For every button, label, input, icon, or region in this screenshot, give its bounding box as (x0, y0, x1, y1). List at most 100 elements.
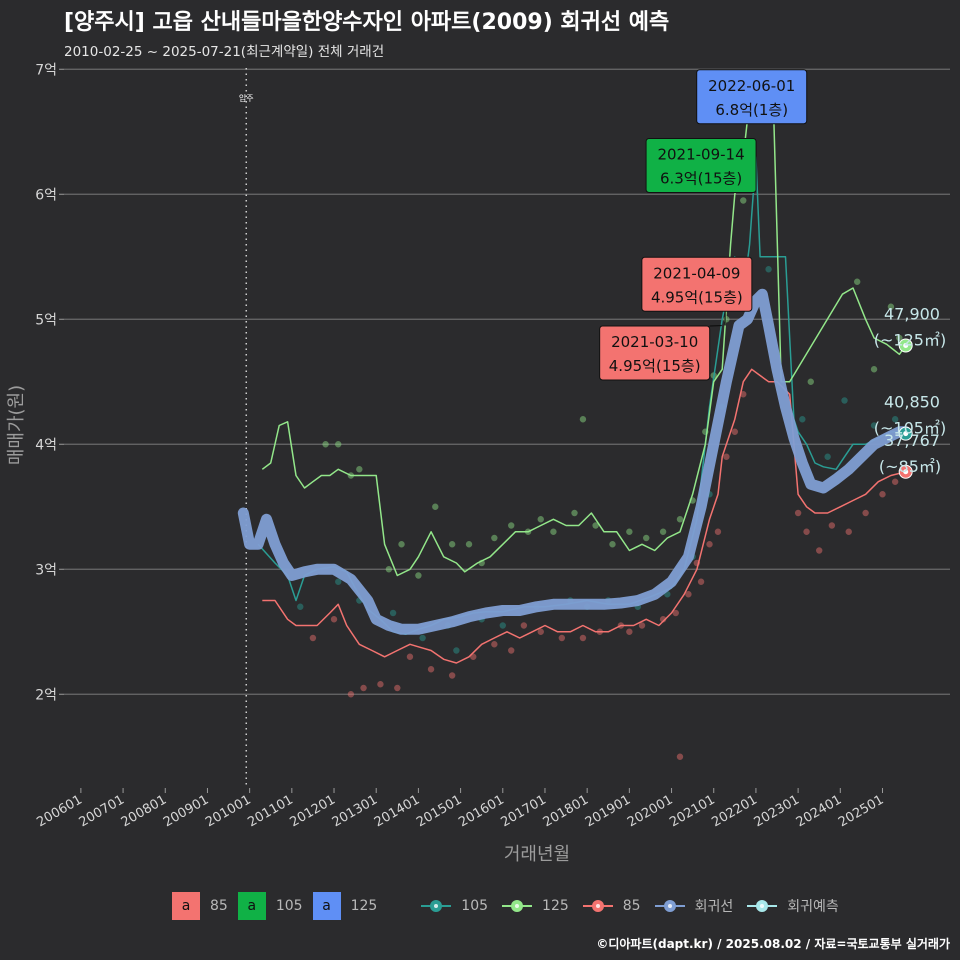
move-in-marker: 입주 (239, 68, 254, 788)
scatter-point-105 (841, 397, 848, 404)
annotation-date: 2021-04-09 (653, 264, 740, 282)
y-tick-label: 4억 (35, 437, 57, 453)
scatter-point-125 (356, 466, 363, 473)
scatter-point-105 (765, 266, 772, 273)
scatter-point-125 (465, 541, 473, 548)
legend-line-item: 85 (582, 898, 641, 914)
legend-line-label: 125 (542, 898, 569, 914)
legend-line-symbol (654, 898, 685, 914)
chart-subtitle: 2010-02-25 ~ 2025-07-21(최근계약일) 전체 거래건 (64, 44, 385, 60)
legend-line-label: 회귀선 (694, 899, 734, 915)
scatter-point-125 (448, 541, 456, 548)
move-in-label: 입주 (239, 94, 254, 103)
end-area-label: (~105㎡) (874, 419, 946, 438)
scatter-point-85 (520, 622, 528, 629)
gridlines (64, 68, 950, 695)
scatter-point-85 (862, 509, 869, 517)
scatter-point-105 (824, 453, 831, 460)
legend-box-item: a 85 (172, 892, 228, 920)
scatter-point-125 (853, 278, 861, 285)
legend-box-swatch: a (312, 892, 341, 920)
scatter-point-85 (731, 428, 739, 435)
x-tick-label: 202001 (625, 792, 675, 830)
scatter-point-125 (740, 197, 747, 204)
legend-line-symbol (747, 898, 778, 914)
end-value-label: 37,767 (884, 431, 940, 450)
annotation-box (645, 138, 757, 193)
x-axis-title: 거래년월 (504, 844, 570, 865)
x-tick-label: 202301 (752, 792, 802, 830)
legend-box-label: 125 (350, 898, 378, 914)
annotation-date: 2021-09-14 (657, 146, 744, 164)
scatter-point-85 (491, 641, 498, 648)
legend-line-label: 회귀예측 (787, 899, 839, 915)
annotation-value: 6.3억(15층) (660, 170, 742, 188)
end-area-label: (~85㎡) (879, 457, 941, 476)
scatter-point-85 (803, 528, 810, 535)
scatter-point-125 (432, 503, 439, 510)
scatter-point-85 (697, 578, 705, 585)
scatter-point-105 (499, 622, 506, 629)
scatter-point-125 (508, 522, 515, 529)
scatter-point-125 (415, 572, 422, 579)
series-line-105 (257, 156, 904, 636)
scatter-point-85 (816, 547, 823, 554)
scatter-point-125 (887, 303, 895, 310)
end-marker-center (903, 431, 909, 437)
y-tick-label: 3억 (35, 562, 57, 578)
scatter-point-85 (638, 622, 646, 629)
scatter-point-125 (537, 516, 544, 523)
scatter-point-85 (740, 391, 747, 398)
scatter-point-125 (807, 378, 814, 385)
annotations: 2022-06-01 6.8억(1층) 2021-09-14 6.3억(15층) 202… (599, 69, 808, 381)
x-tick-label: 201601 (456, 792, 506, 830)
x-tick-label: 201201 (288, 792, 338, 830)
scatter-point-125 (609, 541, 616, 548)
scatter-point-125 (592, 522, 599, 529)
scatter-point-125 (398, 541, 405, 548)
legend-line-label: 105 (461, 898, 489, 914)
chart-title: [양주시] 고읍 산내들마을한양수자인 아파트(2009) 회귀선 예측 (64, 10, 670, 35)
scatter-points (297, 91, 903, 760)
scatter-point-85 (406, 653, 414, 660)
scatter-point-125 (491, 534, 498, 542)
scatter-point-85 (891, 478, 899, 485)
scatter-point-85 (794, 509, 802, 517)
x-tick-label: 200701 (77, 792, 127, 830)
y-axis-title: 매매가(원) (6, 385, 27, 465)
scatter-point-125 (870, 366, 878, 373)
legend-line-symbol (582, 898, 613, 914)
scatter-point-85 (723, 453, 730, 460)
scatter-point-125 (659, 528, 667, 535)
scatter-point-85 (676, 753, 684, 760)
scatter-point-85 (377, 681, 384, 688)
scatter-point-125 (579, 416, 587, 423)
x-tick-label: 202101 (667, 792, 717, 830)
x-tick-label: 200801 (119, 792, 169, 830)
scatter-point-105 (389, 609, 397, 617)
series-line-85 (262, 368, 906, 664)
scatter-point-105 (870, 422, 878, 429)
scatter-point-85 (706, 541, 713, 548)
scatter-point-105 (297, 603, 304, 610)
legend-box-swatch: a (237, 892, 266, 920)
end-marker-center (903, 469, 909, 475)
end-value-label: 47,900 (884, 305, 940, 324)
x-tick-label: 201001 (203, 792, 253, 830)
scatter-point-125 (896, 334, 903, 342)
scatter-point-85 (685, 591, 692, 598)
scatter-point-105 (335, 578, 342, 585)
regression-line (237, 288, 912, 635)
end-marker-center (903, 343, 909, 348)
end-area-label: (~125㎡) (874, 331, 946, 350)
x-tick-label: 201701 (498, 792, 548, 830)
scatter-point-85 (879, 491, 886, 498)
legend-line-item: 105 (421, 898, 488, 914)
legend-box-label: 105 (275, 898, 303, 914)
y-tick-label: 7억 (35, 62, 57, 78)
x-tick-label: 200601 (34, 792, 84, 830)
legend-line-label: 85 (622, 898, 641, 914)
legend-line-symbol (421, 898, 452, 914)
scatter-point-105 (891, 416, 899, 423)
